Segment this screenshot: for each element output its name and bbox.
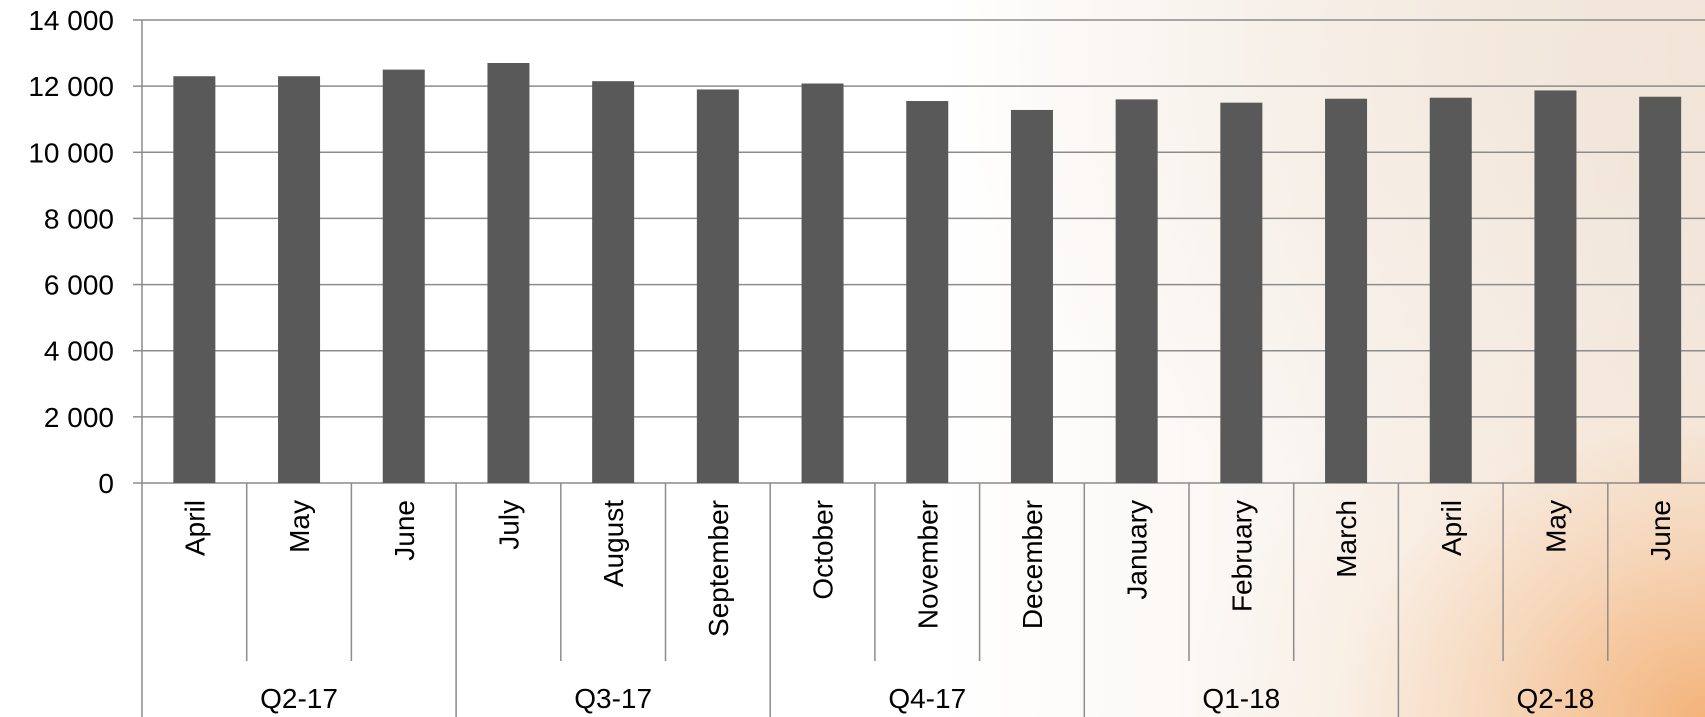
x-tick-label: January — [1122, 500, 1153, 600]
axes — [133, 19, 1609, 717]
group-label: Q4-17 — [888, 683, 966, 714]
y-tick-label: 6 000 — [44, 270, 114, 301]
x-tick-label: September — [703, 500, 734, 637]
x-tick-label: June — [1645, 500, 1676, 561]
x-tick-label: May — [284, 500, 315, 553]
bar — [1639, 96, 1682, 484]
y-tick-label: 0 — [98, 468, 114, 499]
group-label: Q3-17 — [574, 683, 652, 714]
x-tick-label: December — [1017, 500, 1048, 629]
group-label: Q1-18 — [1202, 683, 1280, 714]
bar — [1220, 102, 1263, 483]
group-label: Q2-17 — [260, 683, 338, 714]
y-tick-label: 2 000 — [44, 402, 114, 433]
y-tick-label: 8 000 — [44, 203, 114, 234]
x-tick-label: May — [1540, 500, 1571, 553]
x-tick-label: March — [1331, 500, 1362, 578]
x-tick-label: August — [598, 500, 629, 587]
group-label: Q2-18 — [1517, 683, 1595, 714]
bar — [278, 76, 321, 483]
x-tick-label: November — [912, 500, 943, 629]
y-tick-label: 4 000 — [44, 336, 114, 367]
x-tick-label: June — [389, 500, 420, 561]
bar — [906, 101, 949, 484]
x-tick-label: April — [179, 500, 210, 556]
bar — [487, 62, 530, 483]
y-tick-label: 12 000 — [28, 71, 114, 102]
axis-labels: 0 2 000 4 000 6 000 8 000 10 000 12 000 14 000 A… — [28, 5, 1676, 714]
bar — [696, 89, 739, 483]
bars — [173, 62, 1682, 484]
x-tick-label: October — [808, 500, 839, 600]
bar — [592, 81, 635, 484]
bar — [1325, 98, 1368, 484]
y-tick-label: 14 000 — [28, 5, 114, 36]
x-tick-label: July — [493, 500, 524, 550]
bar — [1115, 99, 1158, 483]
x-tick-label: April — [1436, 500, 1467, 556]
bar — [1010, 109, 1053, 483]
bar — [382, 69, 425, 483]
bar — [1534, 90, 1577, 484]
y-tick-label: 10 000 — [28, 137, 114, 168]
bar — [173, 76, 216, 483]
x-tick-label: February — [1226, 500, 1257, 612]
bar — [801, 83, 844, 484]
bar — [1429, 97, 1472, 483]
